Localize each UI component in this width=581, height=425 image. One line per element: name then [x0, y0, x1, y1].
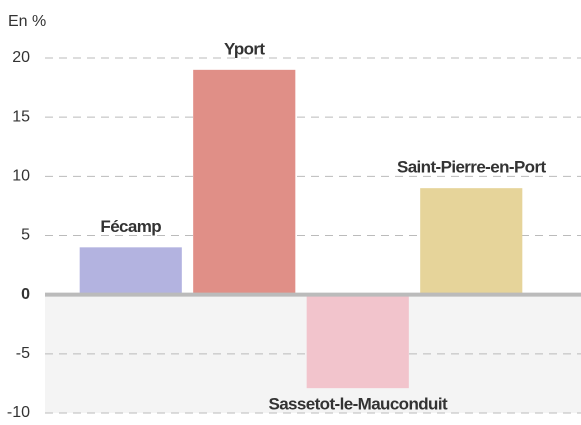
- y-tick-label: 10: [12, 168, 30, 185]
- y-axis-label: En %: [8, 13, 46, 30]
- y-tick-label: 20: [12, 49, 30, 66]
- y-tick-label: 5: [21, 227, 30, 244]
- y-tick-label: -5: [16, 345, 30, 362]
- y-tick-label: 15: [12, 108, 30, 125]
- category-label: Yport: [224, 39, 265, 58]
- y-tick-label: 0: [21, 286, 30, 303]
- category-label: Fécamp: [100, 217, 161, 236]
- y-tick-label: -10: [7, 404, 30, 421]
- category-label: Sassetot-le-Mauconduit: [268, 395, 447, 414]
- bar: [420, 188, 523, 295]
- bar: [306, 294, 409, 389]
- category-label: Saint-Pierre-en-Port: [397, 158, 547, 177]
- bar: [79, 247, 182, 295]
- bar: [193, 69, 296, 295]
